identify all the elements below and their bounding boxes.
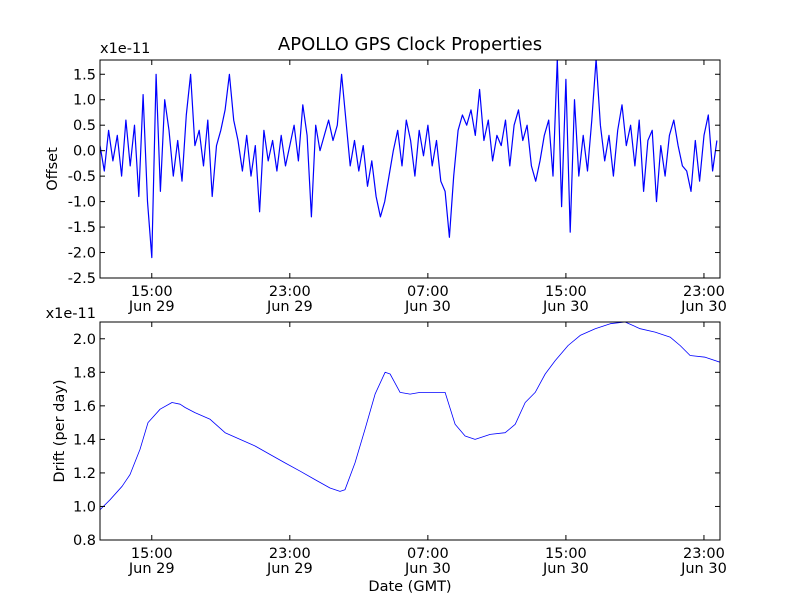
drift-xtick-time-label: 23:00 [269,546,311,562]
offset-xtick-date-label: Jun 30 [542,299,589,315]
drift-ytick-label: 1.8 [73,365,96,381]
offset-series-line [100,60,718,259]
offset-ytick-label: -0.5 [68,169,96,185]
offset-xtick-date-label: Jun 30 [404,299,451,315]
drift-xtick-date-label: Jun 29 [266,561,313,577]
drift-ytick-label: 1.4 [73,432,96,448]
drift-axes-frame [99,321,721,541]
drift-xtick-date-label: Jun 29 [128,561,175,577]
offset-xtick-time-label: 23:00 [683,284,725,300]
drift-xtick-time-label: 15:00 [545,546,587,562]
offset-xtick-date-label: Jun 29 [266,299,313,315]
drift-xtick-date-label: Jun 30 [542,561,589,577]
drift-offset-text: x1e-11 [46,306,96,322]
drift-xtick-date-label: Jun 30 [404,561,451,577]
offset-ylabel: Offset [45,147,61,191]
offset-ytick-label: 0.0 [73,144,96,160]
drift-ytick-label: 2.0 [73,332,96,348]
offset-ytick-label: 1.0 [73,93,96,109]
drift-ytick-label: 1.6 [73,399,96,415]
drift-xtick-time-label: 23:00 [683,546,725,562]
offset-ytick-label: 1.5 [73,67,96,83]
drift-xtick-time-label: 15:00 [131,546,173,562]
drift-ytick-label: 1.2 [73,466,96,482]
offset-xtick-time-label: 07:00 [407,284,449,300]
x-axis-label: Date (GMT) [368,579,451,595]
offset-xtick-time-label: 15:00 [545,284,587,300]
offset-xtick-date-label: Jun 29 [128,299,175,315]
offset-offset-text: x1e-11 [100,41,150,57]
offset-xtick-time-label: 15:00 [131,284,173,300]
chart-title: APOLLO GPS Clock Properties [278,34,542,55]
offset-ytick-label: -2.0 [68,246,96,262]
offset-ytick-label: 0.5 [73,118,96,134]
drift-ylabel: Drift (per day) [52,380,68,483]
drift-ytick-label: 0.8 [73,533,96,549]
offset-ytick-label: -1.0 [68,195,96,211]
offset-ytick-label: -2.5 [68,271,96,287]
offset-axes-frame [99,59,721,279]
drift-series-line [100,322,720,511]
drift-xtick-date-label: Jun 30 [680,561,727,577]
offset-ytick-label: -1.5 [68,220,96,236]
offset-xtick-time-label: 23:00 [269,284,311,300]
drift-xtick-time-label: 07:00 [407,546,449,562]
offset-xtick-date-label: Jun 30 [680,299,727,315]
drift-ytick-label: 1.0 [73,499,96,515]
offset-axes: -2.5-2.0-1.5-1.0-0.50.00.51.01.515:00Jun… [45,41,727,315]
